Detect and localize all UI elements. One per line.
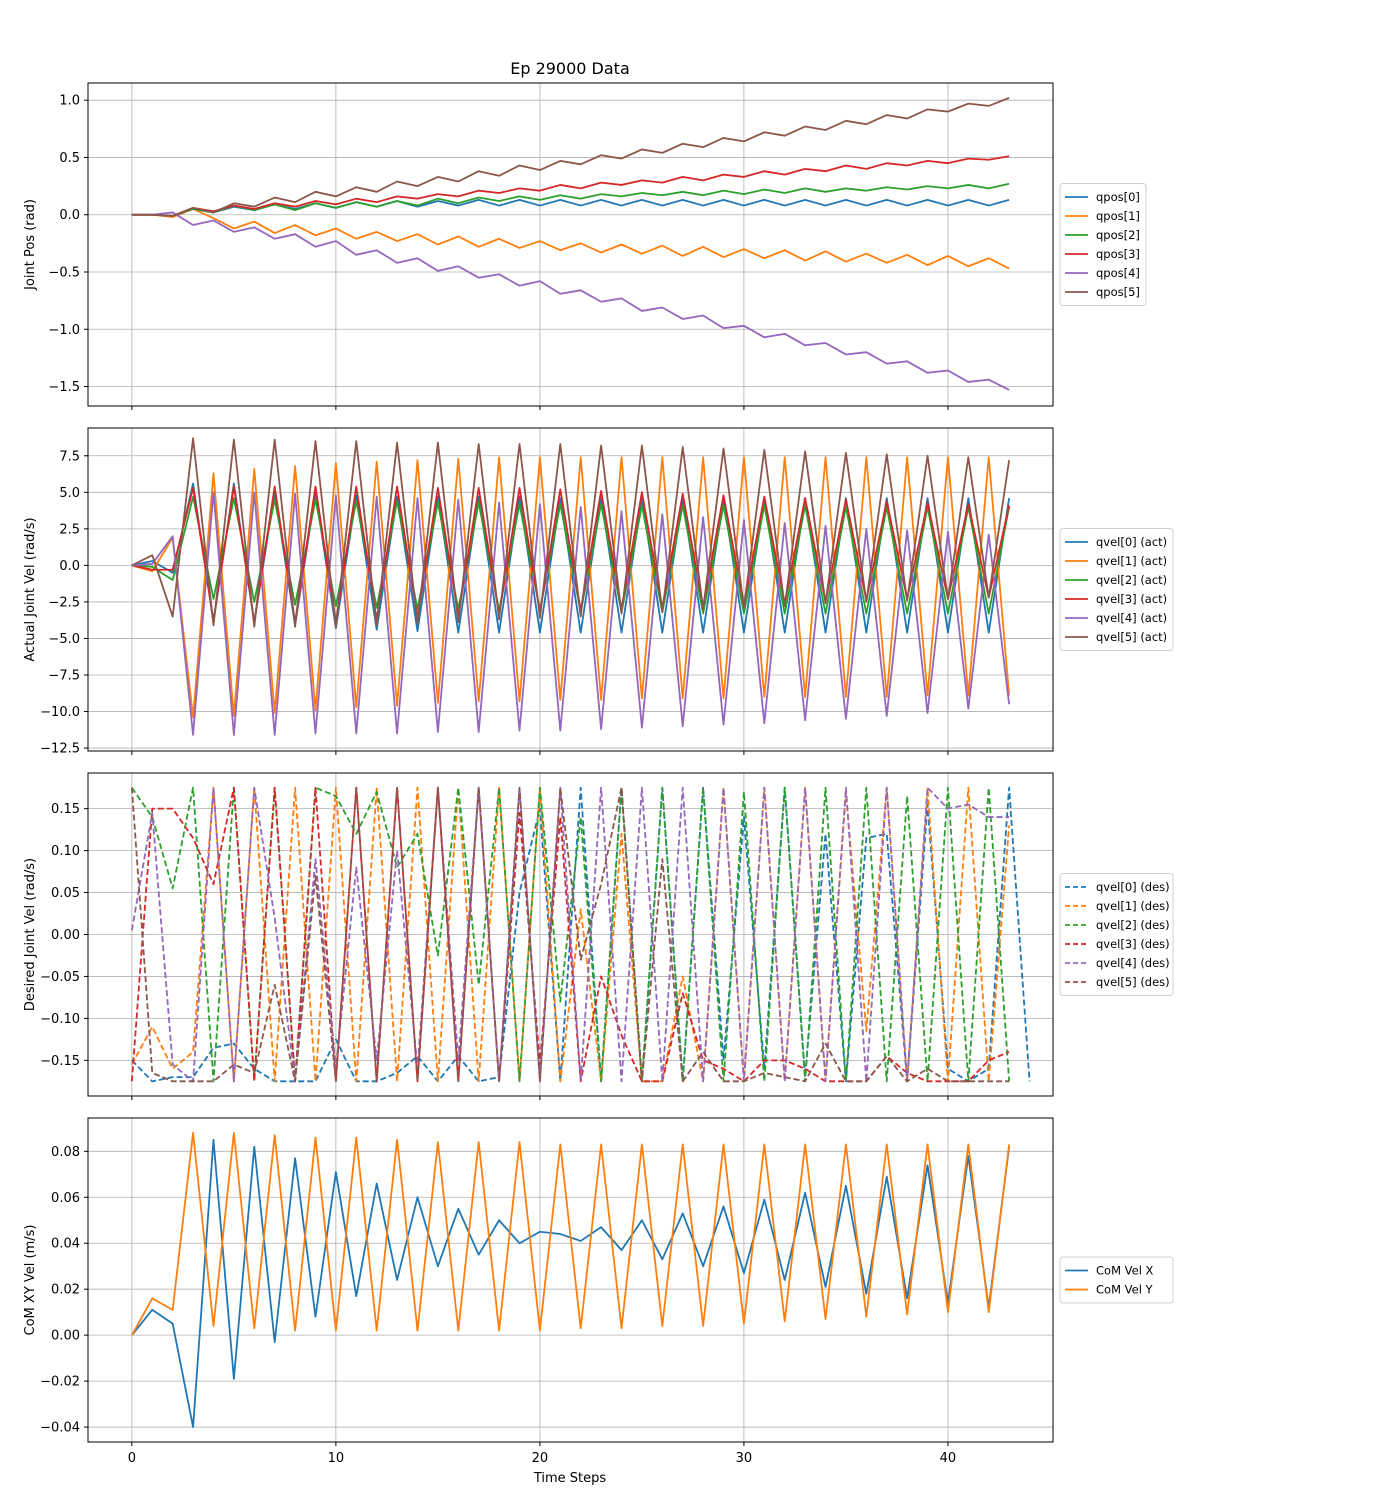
legend: CoM Vel X CoM Vel Y: [1059, 1256, 1174, 1304]
x-tick-label: 0: [128, 1451, 136, 1466]
y-tick-label: −12.5: [40, 742, 80, 757]
legend-label: qvel[2] (act): [1096, 573, 1167, 587]
legend-label: qvel[0] (act): [1096, 535, 1167, 549]
legend-label: qvel[2] (des): [1096, 918, 1170, 932]
y-tick-label: −0.04: [40, 1421, 80, 1436]
y-tick-label: 0.04: [51, 1237, 80, 1252]
y-tick-label: −0.10: [40, 1012, 80, 1027]
legend: qvel[0] (des) qvel[1] (des) qvel[2] (des) q…: [1059, 873, 1174, 996]
figure-title: Ep 29000 Data: [510, 59, 630, 78]
legend-label: qpos[3]: [1096, 247, 1140, 261]
legend-box: [1059, 1256, 1174, 1304]
y-tick-label: 0.10: [51, 844, 80, 859]
legend: qpos[0] qpos[1] qpos[2] qpos[3] qpos[4] qpos[…: [1059, 183, 1147, 306]
legend-label: qvel[0] (des): [1096, 880, 1170, 894]
y-axis-label: Joint Pos (rad): [23, 199, 38, 291]
y-tick-label: −1.0: [48, 323, 80, 338]
legend-label: qvel[4] (des): [1096, 956, 1170, 970]
y-tick-label: 7.5: [59, 449, 80, 464]
y-tick-label: −0.5: [48, 265, 80, 280]
y-axis-label: CoM XY Vel (m/s): [23, 1225, 38, 1336]
legend-label: qpos[0]: [1096, 190, 1140, 204]
grid: [88, 1118, 1053, 1442]
legend-label: qpos[5]: [1096, 285, 1140, 299]
series-line-0: [131, 1138, 1011, 1428]
legend-label: qvel[1] (des): [1096, 899, 1170, 913]
y-tick-label: 0.15: [51, 802, 80, 817]
legend-box: [1059, 873, 1174, 996]
y-tick-label: 1.0: [59, 94, 80, 109]
y-axis-label: Actual Joint Vel (rad/s): [23, 517, 38, 661]
legend-label: qvel[4] (act): [1096, 611, 1167, 625]
series-line-2: [131, 182, 1010, 217]
series-group: [131, 1132, 1011, 1428]
y-tick-label: 0.0: [59, 208, 80, 223]
y-tick-label: 0.08: [51, 1145, 80, 1160]
legend-label: qvel[3] (des): [1096, 937, 1170, 951]
legend-label: qpos[2]: [1096, 228, 1140, 242]
axes-frame: [87, 427, 1054, 752]
x-tick-label: 10: [328, 1451, 345, 1466]
panel-1: 7.5 5.0 2.5 0.0 −2.5 −5.0 −7.5 −10.0 −12.5 Actual…: [23, 427, 1174, 757]
legend-box: [1059, 528, 1174, 651]
y-tick-label: −0.02: [40, 1375, 80, 1390]
series-group: [131, 97, 1010, 391]
y-tick-label: −1.5: [48, 380, 80, 395]
x-tick-label: 40: [940, 1451, 957, 1466]
y-tick-label: −7.5: [48, 669, 80, 684]
series-line-0: [131, 786, 1031, 1083]
series-line-1: [131, 208, 1010, 270]
legend: qvel[0] (act) qvel[1] (act) qvel[2] (act) q…: [1059, 528, 1174, 651]
series-line-3: [130, 786, 1010, 1083]
legend-label: qvel[3] (act): [1096, 592, 1167, 606]
legend-box: [1059, 183, 1147, 306]
y-tick-label: 0.00: [51, 928, 80, 943]
y-tick-label: 5.0: [59, 486, 80, 501]
legend-label: CoM Vel Y: [1096, 1283, 1154, 1297]
panel-3: 0.08 0.06 0.04 0.02 0.00 −0.02 −0.04 0 10 20 30 40 C…: [23, 1117, 1174, 1466]
series-group: [130, 786, 1031, 1083]
y-tick-label: 2.5: [59, 522, 80, 537]
y-tick-label: 0.00: [51, 1329, 80, 1344]
y-tick-label: 0.02: [51, 1283, 80, 1298]
series-line-3: [131, 155, 1010, 217]
x-tick-label: 20: [532, 1451, 549, 1466]
legend-label: qvel[5] (des): [1096, 975, 1170, 989]
y-tick-label: −0.05: [40, 970, 80, 985]
x-axis-label: Time Steps: [533, 1471, 607, 1486]
legend-label: qvel[1] (act): [1096, 554, 1167, 568]
y-tick-label: 0.0: [59, 559, 80, 574]
y-axis-label: Desired Joint Vel (rad/s): [23, 858, 38, 1011]
legend-label: qvel[5] (act): [1096, 630, 1167, 644]
legend-label: qpos[4]: [1096, 266, 1140, 280]
legend-label: qpos[1]: [1096, 209, 1140, 223]
series-line-1: [131, 456, 1011, 719]
y-tick-label: 0.5: [59, 151, 80, 166]
legend-label: CoM Vel X: [1096, 1264, 1154, 1278]
grid: [88, 83, 1053, 406]
series-line-5: [131, 97, 1010, 217]
series-line-5: [130, 786, 1010, 1083]
series-line-5: [131, 437, 1011, 628]
y-tick-label: −10.0: [40, 705, 80, 720]
series-group: [131, 437, 1011, 736]
y-tick-label: −2.5: [48, 595, 80, 610]
y-tick-label: −0.15: [40, 1054, 80, 1069]
series-line-4: [131, 491, 1011, 736]
axes-frame: [87, 82, 1054, 407]
axes-frame: [87, 1117, 1054, 1443]
x-tick-label: 30: [736, 1451, 753, 1466]
series-line-1: [131, 1132, 1011, 1336]
y-tick-label: 0.06: [51, 1191, 80, 1206]
panel-0: 1.0 0.5 0.0 −0.5 −1.0 −1.5 Joint Pos (rad) qpos…: [23, 82, 1147, 410]
y-tick-label: 0.05: [51, 886, 80, 901]
series-line-2: [131, 786, 1011, 1083]
series-line-4: [131, 211, 1010, 391]
panel-2: 0.15 0.10 0.05 0.00 −0.05 −0.10 −0.15 Desired J…: [23, 772, 1174, 1100]
series-line-2: [131, 495, 1011, 615]
series-line-4: [130, 786, 1010, 1083]
y-tick-label: −5.0: [48, 632, 80, 647]
